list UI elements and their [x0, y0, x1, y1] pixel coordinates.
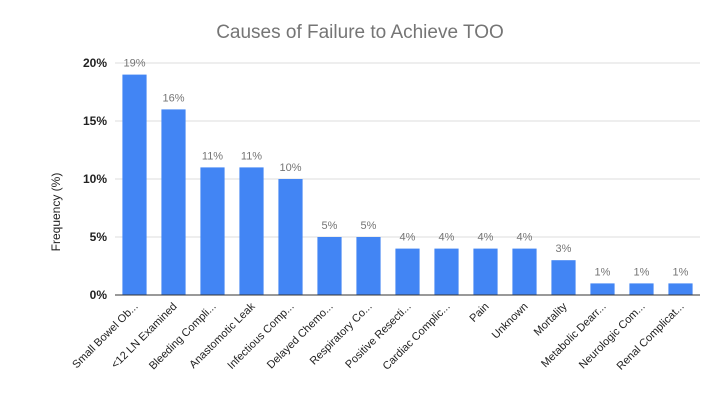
y-tick-label: 15% [83, 114, 107, 128]
chart-title: Causes of Failure to Achieve TOO [216, 22, 504, 43]
data-label: 3% [556, 243, 572, 255]
bar [668, 283, 693, 295]
x-axis-ticks: Small Bowel Ob...<12 LN ExaminedBleeding… [70, 300, 686, 372]
data-label: 16% [162, 92, 184, 104]
y-axis-label: Frequency (%) [49, 173, 63, 252]
data-label: 19% [123, 58, 145, 70]
y-tick-label: 0% [90, 288, 108, 302]
y-tick-label: 10% [83, 172, 107, 186]
x-tick-label: Anastomotic Leak [187, 300, 258, 371]
data-label: 1% [673, 266, 689, 278]
bar [434, 248, 459, 295]
x-tick-label: Renal Complicat... [615, 301, 687, 373]
bar [122, 74, 147, 295]
data-label: 4% [517, 232, 533, 244]
bar [473, 248, 498, 295]
x-tick-label: Pain [468, 301, 492, 325]
bar [278, 179, 303, 295]
bar [356, 237, 381, 295]
x-tick-label: Cardiac Complic... [381, 301, 453, 373]
x-tick-label: Neurologic Com... [577, 301, 648, 372]
bars [122, 74, 693, 296]
y-tick-label: 20% [83, 56, 107, 70]
bar [161, 109, 186, 296]
x-tick-label: Small Bowel Ob... [70, 301, 140, 371]
data-label: 4% [400, 232, 416, 244]
y-axis-ticks: 0% 5% 10% 15% 20% [83, 56, 107, 302]
bar [239, 167, 264, 295]
x-tick-label: Mortality [532, 300, 570, 338]
x-tick-label: Delayed Chemo... [265, 301, 336, 372]
data-labels: 19% 16% 11% 11% 10% 5% 5% 4% 4% 4% 4% 3% 1% 1% 1% [123, 58, 688, 279]
bar [551, 260, 576, 295]
bar [512, 248, 537, 295]
bar [590, 283, 615, 295]
bar [317, 237, 342, 295]
bar [200, 167, 225, 295]
data-label: 4% [439, 232, 455, 244]
x-tick-label: <12 LN Examined [109, 301, 180, 372]
data-label: 10% [279, 162, 301, 174]
y-tick-label: 5% [90, 230, 108, 244]
data-label: 4% [478, 232, 494, 244]
x-tick-label: Positive Resecti... [343, 301, 413, 371]
bar [395, 248, 420, 295]
data-label: 1% [595, 266, 611, 278]
bar [629, 283, 654, 295]
x-tick-label: Unknown [490, 301, 531, 342]
data-label: 5% [361, 220, 377, 232]
x-tick-label: Infectious Comp... [225, 301, 296, 372]
data-label: 5% [322, 220, 338, 232]
data-label: 11% [241, 150, 262, 162]
x-tick-label: Bleeding Compli... [147, 301, 219, 373]
data-label: 11% [202, 150, 223, 162]
data-label: 1% [634, 266, 650, 278]
